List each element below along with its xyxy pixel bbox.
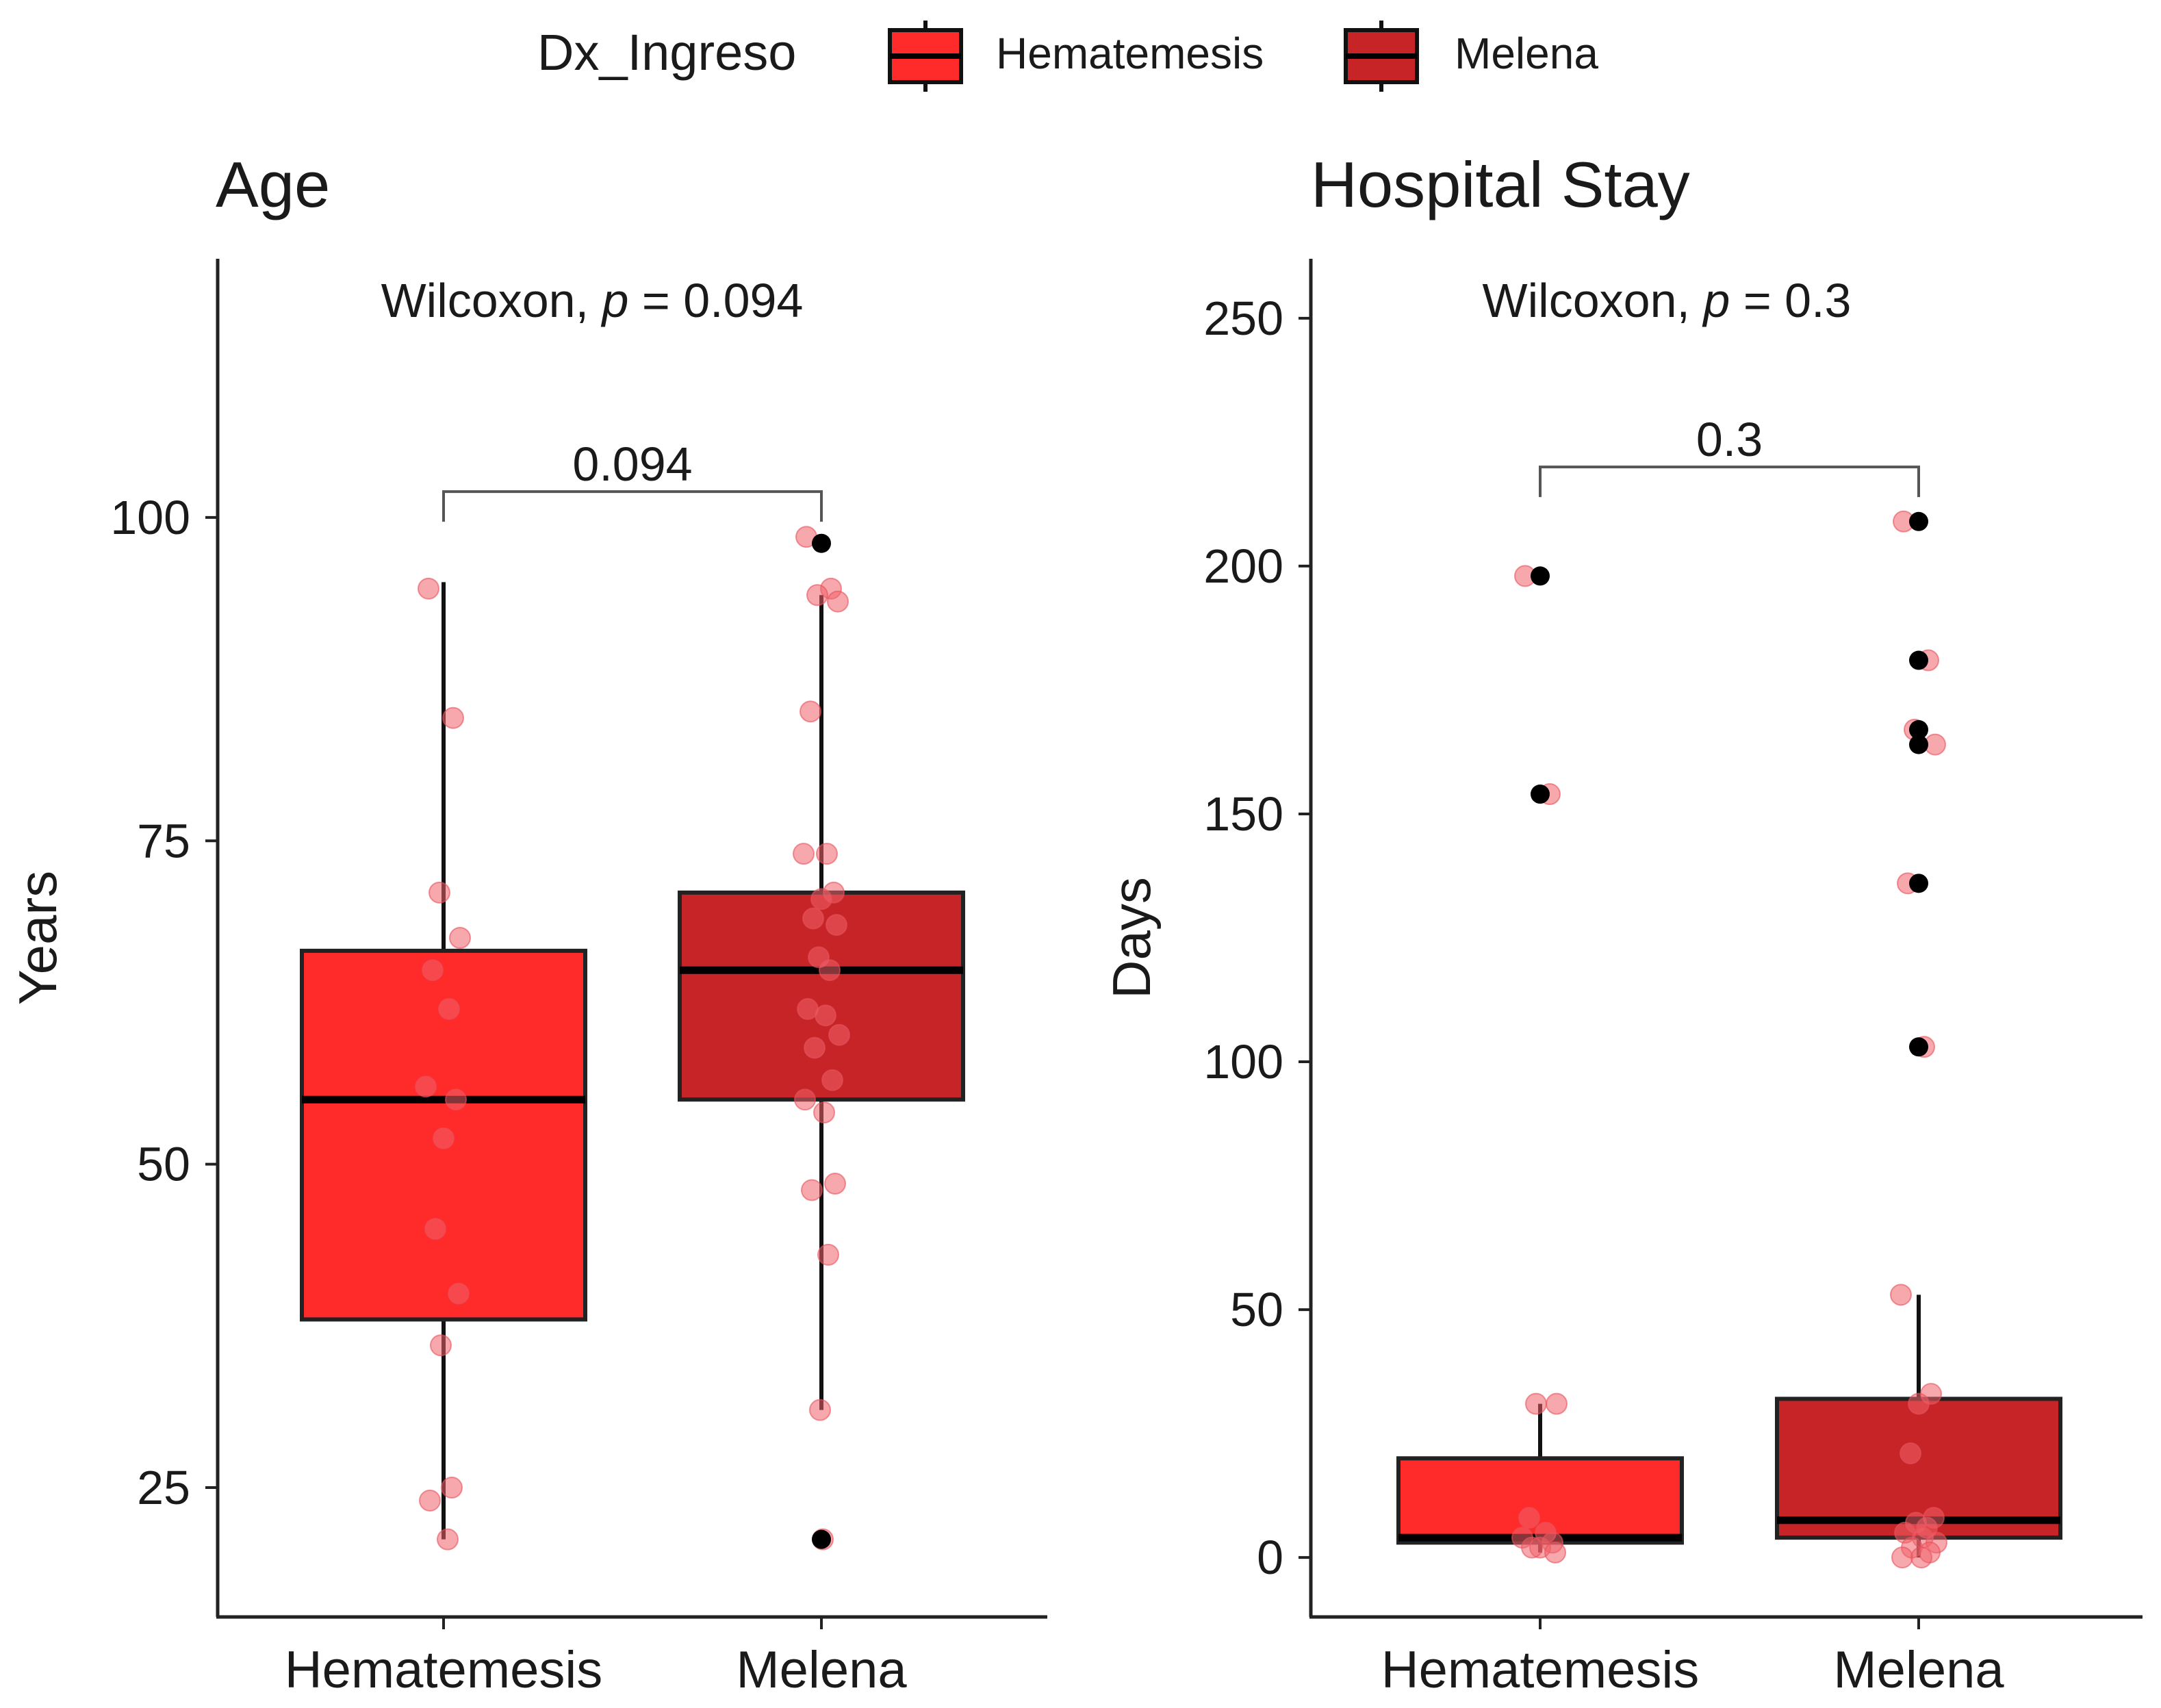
panel-hospital-stay: Hospital Stay Wilcoxon, p = 0.3 Days 0 50… — [1101, 149, 2143, 1699]
data-point — [804, 1036, 826, 1059]
data-point — [418, 577, 439, 600]
data-point — [802, 907, 824, 930]
data-point — [1546, 1392, 1568, 1415]
data-point — [1890, 1284, 1912, 1306]
data-point — [424, 1218, 446, 1240]
y-tick-label-150: 150 — [1203, 787, 1283, 841]
data-point — [419, 1489, 441, 1512]
outlier-point — [1909, 735, 1928, 754]
data-point — [828, 1023, 850, 1046]
test-label-hospital-stay: Wilcoxon, p = 0.3 — [1483, 274, 1852, 327]
data-point — [810, 888, 832, 910]
legend-title: Dx_Ingreso — [537, 24, 796, 81]
data-point — [793, 843, 815, 865]
y-axis-label-age: Years — [8, 871, 68, 1006]
data-point — [1891, 1546, 1913, 1569]
legend-label-melena: Melena — [1455, 29, 1598, 78]
data-point — [815, 1004, 836, 1027]
data-point — [430, 1334, 452, 1357]
data-point — [824, 1173, 846, 1195]
data-point — [821, 1069, 843, 1091]
outlier-point — [1909, 1037, 1928, 1057]
ticks-hospital-stay: 0 50 100 150 200 250 Hematemesis Melena — [1203, 292, 2004, 1699]
bracket-label: 0.3 — [1696, 413, 1763, 466]
data-point — [442, 706, 464, 729]
outlier-point — [812, 533, 831, 553]
data-point — [448, 1282, 470, 1305]
y-tick-label-50: 50 — [137, 1138, 190, 1191]
data-point — [801, 1179, 823, 1201]
data-point — [1518, 1507, 1540, 1529]
bracket-age: 0.094 — [442, 437, 823, 522]
outlier-point — [1909, 511, 1928, 531]
y-tick-label-50: 50 — [1230, 1283, 1283, 1336]
y-tick-label-25: 25 — [137, 1461, 190, 1514]
data-point — [433, 1127, 455, 1149]
outlier-point — [812, 1529, 831, 1549]
data-point — [1900, 1442, 1921, 1465]
y-tick-label-100: 100 — [110, 491, 190, 544]
legend-label-hematemesis: Hematemesis — [996, 29, 1264, 78]
legend-key-hematemesis — [888, 21, 963, 92]
test-label-age: Wilcoxon, p = 0.094 — [381, 274, 804, 327]
data-point — [826, 914, 847, 936]
data-point — [1544, 1541, 1566, 1564]
ticks-age: 25 50 75 100 Hematemesis Melena — [110, 491, 907, 1699]
y-tick-label-75: 75 — [137, 814, 190, 867]
x-tick-label-hematemesis: Hematemesis — [1381, 1641, 1700, 1699]
data-point — [827, 590, 849, 613]
data-point — [449, 927, 471, 949]
bracket-hospital-stay: 0.3 — [1539, 413, 1920, 498]
points-age — [415, 526, 850, 1551]
data-point — [800, 700, 821, 723]
data-point — [1908, 1392, 1930, 1415]
box-melena — [678, 890, 965, 1102]
data-point — [445, 1088, 467, 1111]
data-point — [806, 584, 828, 607]
data-point — [813, 1101, 835, 1124]
data-point — [819, 959, 841, 982]
outlier-point — [1909, 719, 1928, 739]
data-point — [437, 1528, 459, 1551]
data-point — [441, 1477, 463, 1499]
outlier-point — [1909, 650, 1928, 670]
significance-bracket — [442, 490, 823, 522]
outlier-point — [1909, 874, 1928, 893]
data-point — [429, 881, 450, 904]
points-hospital-stay — [1511, 510, 1947, 1569]
boxes-hospital-stay — [1396, 1295, 2062, 1558]
legend-key-melena — [1344, 21, 1419, 92]
panel-age: Age Wilcoxon, p = 0.094 Years 25 50 75 100 H… — [8, 149, 1047, 1699]
boxes-age — [300, 582, 965, 1540]
y-tick-label-0: 0 — [1257, 1531, 1283, 1584]
data-point — [794, 1088, 816, 1111]
y-axis-label-hospital-stay: Days — [1101, 877, 1162, 999]
significance-bracket — [1539, 466, 1920, 498]
panel-title-age: Age — [216, 149, 330, 220]
data-point — [1521, 1536, 1543, 1559]
bracket-label: 0.094 — [572, 437, 692, 491]
outlier-point — [1531, 566, 1550, 586]
x-tick-label-melena: Melena — [736, 1641, 907, 1699]
data-point — [817, 1243, 839, 1266]
data-point — [809, 1399, 831, 1421]
outlier-point — [1531, 785, 1550, 804]
x-tick-label-melena: Melena — [1833, 1641, 2004, 1699]
data-point — [1910, 1546, 1932, 1569]
data-point — [1525, 1392, 1547, 1415]
x-tick-label-hematemesis: Hematemesis — [285, 1641, 603, 1699]
y-tick-label-250: 250 — [1203, 292, 1283, 345]
y-tick-label-200: 200 — [1203, 539, 1283, 593]
legend: Dx_Ingreso Hematemesis Melena — [537, 21, 1598, 92]
data-point — [438, 997, 460, 1020]
data-point — [422, 959, 444, 982]
data-point — [415, 1075, 437, 1098]
data-point — [816, 843, 838, 865]
panel-title-hospital-stay: Hospital Stay — [1311, 149, 1690, 220]
y-tick-label-100: 100 — [1203, 1035, 1283, 1088]
